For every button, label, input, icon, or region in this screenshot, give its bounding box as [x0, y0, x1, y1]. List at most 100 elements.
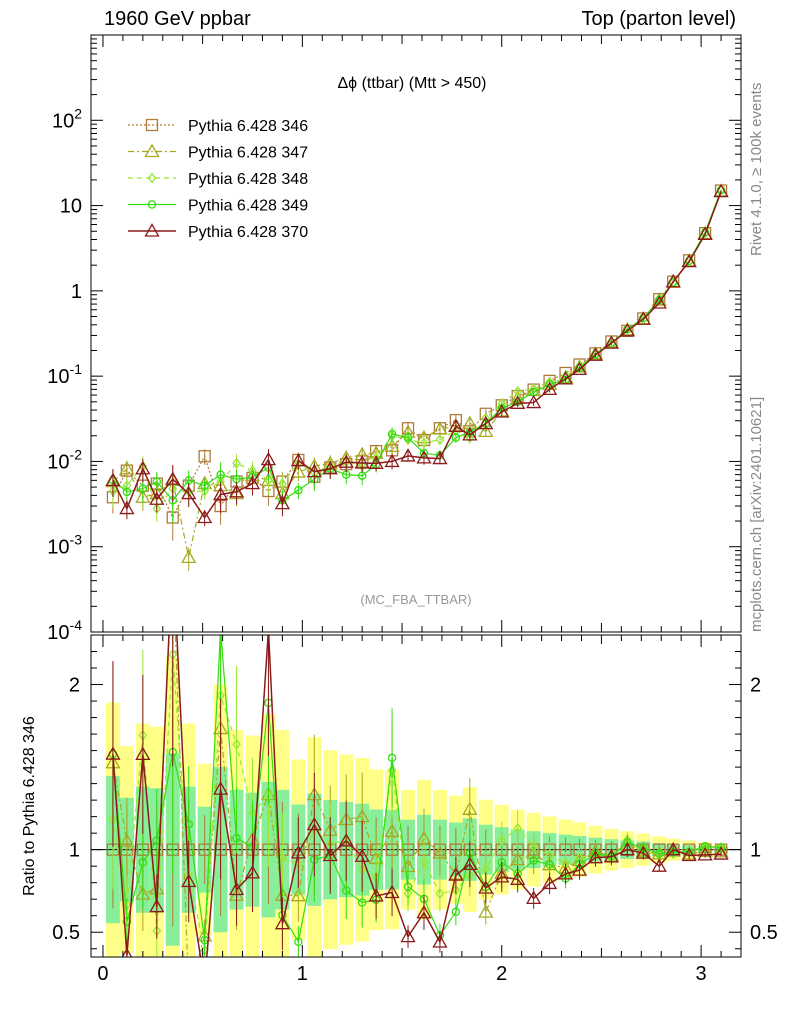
point-4-21 [432, 450, 448, 465]
ratio-point-3-1 [122, 917, 132, 926]
series-line-1 [112, 190, 722, 558]
point-3-12 [294, 485, 303, 495]
ratio-point-4-18 [384, 884, 400, 899]
ratio-point-4-38 [697, 847, 713, 861]
ratio-point-3-38 [700, 841, 710, 851]
point-4-38 [697, 226, 713, 240]
legend-label-0: Pythia 6.428 346 [188, 118, 308, 135]
axes: 10-4 10-3 10-2 10-1 1 10 102 0 1 2 3 0.5 0.5 1 1 2 2 [47, 35, 778, 985]
ratio-point-4-9 [244, 865, 261, 879]
ratio-point-4-12 [290, 845, 306, 859]
ytick-exp: -2 [70, 446, 83, 462]
ratio-point-2-25 [497, 835, 507, 847]
ratio-line-1 [112, 635, 722, 957]
point-4-11 [274, 495, 291, 510]
ratio-point-1-24 [478, 904, 494, 918]
ratio-point-4-8 [228, 881, 245, 896]
ratio-point-2-26 [513, 822, 523, 835]
ytick-exp: -1 [70, 361, 83, 377]
ratio-label-left-2: 2 [69, 675, 80, 697]
point-2-21 [435, 434, 445, 446]
point-4-1 [119, 500, 135, 515]
point-2-20 [419, 437, 429, 449]
ratio-point-4-6 [198, 977, 211, 989]
ratio-point-4-21 [432, 934, 448, 948]
ratio-point-4-25 [494, 869, 510, 883]
ytick-exp: 2 [74, 105, 82, 121]
point-4-30 [571, 361, 588, 376]
ratio-point-1-39 [713, 844, 729, 858]
ratio-point-4-14 [322, 847, 338, 862]
ratio-point-2-21 [435, 887, 445, 900]
ratio-point-3-39 [716, 843, 726, 852]
ratio-point-4-3 [149, 898, 165, 913]
point-4-36 [665, 273, 681, 288]
ratio-point-4-1 [121, 947, 133, 957]
point-4-3 [149, 491, 165, 505]
ratio-label-right-2: 2 [750, 675, 761, 697]
point-4-4 [165, 471, 181, 485]
ratio-point-4-16 [354, 848, 370, 862]
ratio-point-4-27 [526, 890, 542, 905]
point-1-24 [478, 423, 494, 438]
point-3-1 [122, 487, 132, 497]
point-2-10 [264, 474, 273, 486]
point-4-9 [244, 475, 261, 490]
ratio-line-2 [112, 654, 722, 951]
xtick-label-1: 1 [297, 963, 308, 985]
point-4-6 [197, 509, 213, 524]
legend-marker-0 [145, 118, 159, 132]
ratio-point-3-16 [357, 898, 367, 907]
point-2-19 [403, 434, 413, 446]
point-3-6 [200, 481, 209, 490]
header-right: Top (parton level) [581, 8, 736, 30]
ratio-point-4-31 [587, 849, 604, 864]
ratio-point-3-27 [529, 856, 538, 865]
ratio-point-3-19 [403, 882, 413, 891]
point-4-20 [416, 450, 432, 464]
ratio-point-3-12 [294, 937, 303, 947]
ratio-point-1-5 [182, 984, 195, 996]
ratio-frame [90, 634, 742, 958]
legend-marker-4 [144, 223, 160, 237]
ytick-label-1: 10-3 [47, 532, 82, 559]
main-frame [90, 34, 742, 633]
main-series [105, 183, 729, 571]
ratio-point-4-26 [510, 871, 526, 885]
point-4-13 [306, 463, 322, 478]
point-2-3 [152, 503, 162, 515]
point-4-33 [619, 322, 635, 337]
point-1-1 [119, 460, 135, 475]
point-1-2 [135, 489, 151, 503]
ratio-point-1-1 [119, 833, 135, 847]
ratio-point-4-30 [571, 862, 588, 876]
point-2-11 [278, 478, 287, 490]
point-0-6 [198, 450, 211, 463]
ratio-point-4-20 [416, 904, 432, 919]
ratio-label-left-0: 0.5 [52, 922, 80, 944]
point-4-27 [526, 394, 542, 409]
header-left: 1960 GeV ppbar [104, 8, 251, 30]
ytick-label-0: 10-4 [47, 617, 82, 644]
point-4-19 [400, 448, 416, 462]
ratio-point-2-20 [419, 856, 429, 868]
ratio-label-left-1: 1 [69, 840, 80, 862]
legend-label-3: Pythia 6.428 349 [188, 198, 308, 215]
point-4-28 [541, 381, 558, 396]
point-4-22 [448, 418, 464, 432]
point-4-37 [681, 253, 697, 268]
ytick-exp: -3 [70, 532, 83, 548]
ytick-exp: -4 [70, 617, 83, 633]
ratio-point-2-11 [278, 852, 287, 864]
ratio-point-4-7 [212, 781, 229, 795]
point-4-12 [290, 452, 306, 467]
ratio-point-4-19 [400, 928, 416, 943]
ratio-line-3 [112, 635, 722, 944]
point-4-25 [494, 404, 510, 418]
series-line-4 [112, 191, 722, 519]
ratio-point-3-22 [451, 907, 461, 917]
ratio-point-1-21 [432, 845, 448, 859]
ratio-point-4-35 [651, 858, 667, 872]
point-4-32 [603, 335, 620, 349]
ratio-point-4-37 [681, 847, 697, 862]
